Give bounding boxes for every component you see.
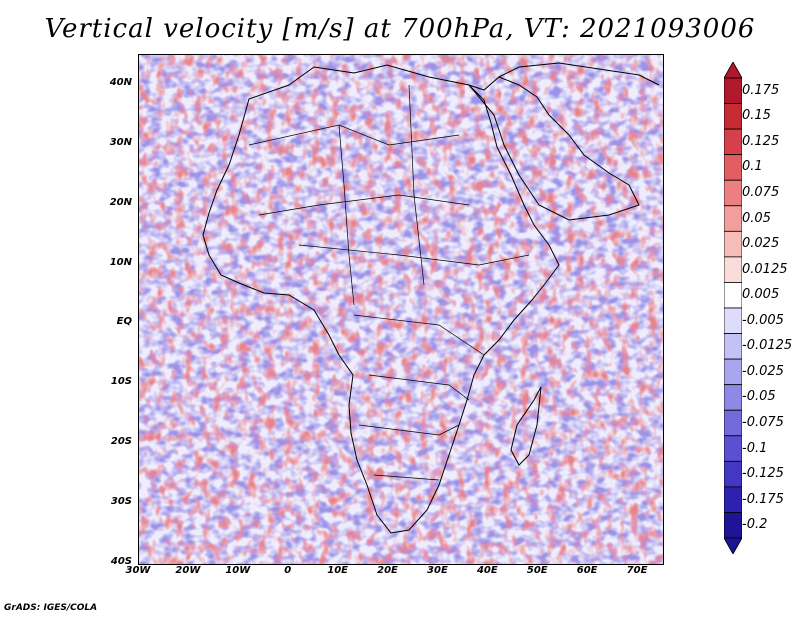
colorbar-segment (724, 486, 742, 513)
colorbar-segment (724, 179, 742, 207)
colorbar-tick-label: -0.125 (742, 466, 784, 482)
lon-label: 20W (175, 565, 201, 576)
lon-label: 10E (327, 565, 348, 576)
colorbar-tick-label: -0.175 (742, 491, 784, 507)
country-borders (248, 84, 530, 481)
colorbar-segment (724, 307, 742, 334)
lat-label: 20S (110, 436, 132, 448)
colorbar-segment (724, 256, 742, 283)
colorbar-segment (724, 384, 742, 411)
colorbar-segment (724, 103, 742, 130)
colorbar-tick-label: 0.005 (742, 287, 780, 303)
lon-label: 60E (576, 565, 598, 576)
map-panel (138, 54, 664, 565)
lat-label: 30N (109, 136, 132, 148)
colorbar-tick-label: -0.005 (742, 312, 784, 328)
colorbar-tick-label: 0.125 (742, 133, 780, 149)
vertical-velocity-field (139, 55, 663, 564)
colorbar-segment (724, 512, 742, 539)
colorbar-tick-label: -0.05 (742, 389, 776, 405)
colorbar-tick-label: 0.175 (742, 82, 780, 98)
lat-label: EQ (116, 316, 132, 328)
colorbar-segment (724, 460, 742, 488)
colorbar-segment (724, 358, 742, 386)
lon-label: 20E (377, 565, 398, 576)
colorbar-tick-label: 0.075 (742, 185, 780, 200)
colorbar-tick-label: -0.1 (742, 440, 768, 456)
lon-label: 30E (427, 565, 448, 576)
colorbar-tick-label: -0.2 (742, 517, 768, 533)
lon-label: 40E (476, 565, 498, 576)
colorbar-segment (724, 154, 742, 181)
colorbar-segment (724, 409, 742, 437)
lat-label: 10S (110, 376, 132, 388)
colorbar-segment (724, 282, 742, 309)
colorbar-segment (724, 435, 742, 462)
lon-label: 70E (626, 565, 648, 576)
lon-label: 0 (284, 565, 292, 576)
lat-label: 20N (109, 196, 132, 208)
colorbar-tick-label: 0.1 (742, 159, 763, 175)
colorbar-top-arrow (724, 62, 742, 79)
field-texture (139, 55, 663, 564)
colorbar-segment (724, 128, 742, 156)
lat-label: 10N (109, 256, 132, 268)
lon-label: 50E (526, 565, 548, 576)
lat-label: 40S (110, 556, 132, 567)
colorbar-segment (724, 333, 742, 360)
colorbar-bottom-arrow (724, 537, 742, 554)
colorbar (724, 62, 742, 554)
colorbar-tick-label: 0.025 (742, 236, 780, 252)
colorbar-tick-label: 0.05 (742, 210, 771, 226)
colorbar-tick-label: -0.025 (742, 363, 784, 379)
colorbar-tick-label: 0.0125 (742, 261, 788, 277)
lat-label: 40N (109, 76, 132, 88)
colorbar-tick-label: -0.0125 (742, 338, 793, 354)
colorbar-segment (724, 205, 742, 232)
lat-label: 30S (110, 496, 132, 508)
lon-label: 10W (225, 565, 251, 576)
africa-coastline (202, 62, 660, 534)
colorbar-segment (724, 77, 742, 104)
chart-title: Vertical velocity [m/s] at 700hPa, VT: 2… (44, 14, 756, 44)
lon-label: 30W (125, 565, 151, 576)
colorbar-tick-label: -0.075 (742, 415, 784, 430)
grads-credit: GrADS: IGES/COLA (4, 603, 98, 613)
colorbar-tick-label: 0.15 (742, 108, 771, 124)
colorbar-segment (724, 230, 742, 258)
